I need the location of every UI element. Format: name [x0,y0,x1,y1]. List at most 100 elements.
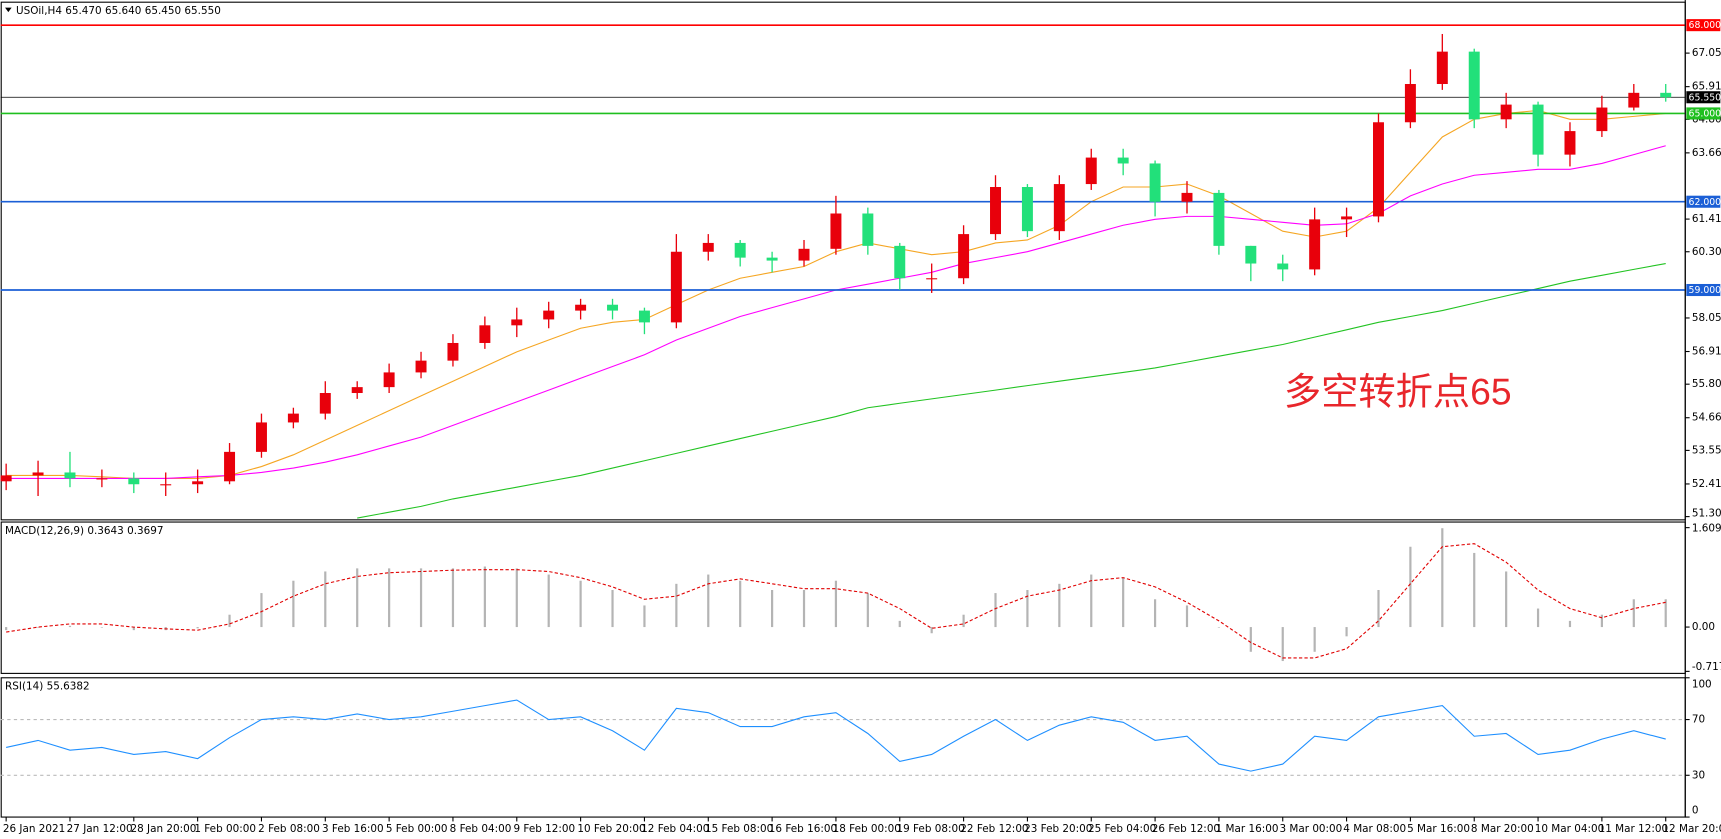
y-tick-label: 56.910 [1692,346,1721,358]
candle-body [160,484,172,486]
macd-bar [1249,627,1252,652]
y-tick-label: 1.6093 [1692,523,1721,535]
candle-body [894,245,906,279]
pane-title: MACD(12,26,9) 0.3643 0.3697 [5,525,163,537]
annotation: 多空转折点65 [1284,371,1512,413]
macd-bar [1185,605,1189,628]
candle-body [1341,216,1353,220]
macd-bar [611,589,614,628]
y-tick-label: 0 [1692,804,1699,816]
macd-bar [324,571,327,628]
macd-bar [962,614,965,628]
x-tick-label: 8 Mar 20:00 [1471,823,1534,835]
x-tick-label: 3 Feb 16:00 [322,823,384,835]
rsi-line [6,699,1666,772]
macd-bar [5,627,8,631]
candle-body [1628,92,1640,108]
candle-body [1277,263,1289,270]
level-label-box [1686,91,1721,104]
macd-bar [1090,574,1093,628]
macd-bar [898,620,901,628]
candle-body [64,472,76,479]
candle-body [1181,192,1193,202]
candle-body [1500,104,1512,120]
menu-triangle[interactable] [5,7,12,13]
y-tick-label: 58.050 [1692,312,1721,324]
macd-bar [388,568,391,628]
y-tick-label: 67.050 [1692,47,1721,59]
candle-body [1149,163,1161,202]
candle-body [1564,131,1576,155]
x-tick-label: 12 Mar 20:00 [1662,823,1721,835]
macd-bar [802,589,806,628]
y-tick-label: 53.550 [1692,444,1721,456]
macd-bar [994,593,997,628]
macd-bar [228,614,231,628]
pane-title: RSI(14) 55.6382 [5,681,90,693]
macd-bar [515,568,518,628]
level-label-box [1686,195,1721,208]
x-tick-label: 12 Feb 04:00 [641,823,709,835]
macd-bar [675,583,678,628]
macd-bar [68,625,72,628]
macd-bar [36,627,40,628]
moving-average [357,263,1666,519]
macd-bar [419,568,423,628]
y-tick-label: 70 [1692,714,1705,726]
candle-body [1309,219,1321,270]
level-label-box [1686,107,1721,120]
candle-body [1660,92,1672,98]
macd-bar [1281,627,1284,662]
candle-body [1373,122,1384,217]
macd-bar [196,627,199,629]
candle-body [32,472,44,476]
macd-bar [1122,577,1125,628]
candle-body [1021,187,1033,232]
macd-bar [132,627,135,631]
candle-body [0,475,12,482]
macd-bar [547,574,550,628]
x-tick-label: 26 Jan 2021 [3,823,65,835]
y-tick-label: -0.7172 [1692,661,1721,673]
candle-body [1468,51,1480,120]
candle-body [734,242,746,258]
candle-body [607,304,619,311]
x-tick-label: 27 Jan 12:00 [67,823,133,835]
candle-body [1085,157,1097,185]
macd-bar [1568,620,1572,628]
macd-bar [1536,608,1540,628]
macd-bar [1153,599,1157,628]
macd-bar [1664,599,1667,628]
y-tick-label: 51.300 [1692,507,1721,519]
level-label-box [1686,19,1721,32]
candle-body [1404,84,1416,123]
candle-body [1596,107,1608,132]
macd-bar [930,627,933,634]
macd-bar [771,589,774,628]
macd-bar [260,593,263,628]
x-tick-label: 15 Feb 08:00 [705,823,773,835]
macd-bar [292,580,295,628]
macd-bar [1600,614,1603,628]
x-tick-label: 22 Feb 12:00 [960,823,1028,835]
x-tick-label: 16 Feb 16:00 [769,823,837,835]
candle-body [1245,245,1257,264]
level-label: 62.000 [1689,197,1721,208]
y-tick-label: 100 [1692,678,1712,690]
candle-body [1053,184,1065,232]
macd-bar [356,568,359,628]
candle-body [447,342,459,361]
x-tick-label: 18 Feb 00:00 [833,823,901,835]
macd-bar [1217,627,1221,628]
y-tick-label: 61.410 [1692,213,1721,225]
level-label: 68.000 [1689,20,1721,31]
level-label: 59.000 [1689,285,1721,296]
x-tick-label: 25 Feb 04:00 [1088,823,1156,835]
candle-body [1436,51,1448,85]
pane-title: USOil,H4 65.470 65.640 65.450 65.550 [16,5,221,17]
y-tick-label: 52.410 [1692,478,1721,490]
x-tick-label: 3 Mar 00:00 [1279,823,1342,835]
level-label: 65.550 [1689,92,1721,103]
y-tick-label: 55.800 [1692,378,1721,390]
x-tick-label: 1 Mar 16:00 [1216,823,1279,835]
